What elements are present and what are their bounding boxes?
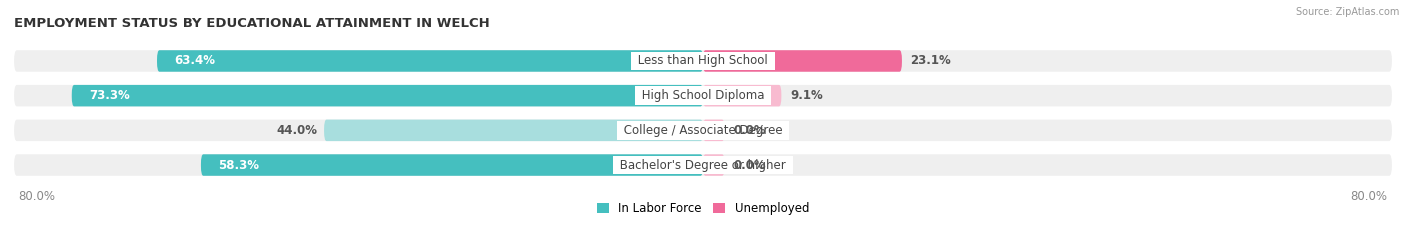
Text: 73.3%: 73.3% [89,89,129,102]
FancyBboxPatch shape [201,154,703,176]
FancyBboxPatch shape [72,85,703,106]
Text: 0.0%: 0.0% [733,158,766,171]
FancyBboxPatch shape [14,85,1392,106]
Text: Source: ZipAtlas.com: Source: ZipAtlas.com [1295,7,1399,17]
Text: 23.1%: 23.1% [911,55,952,68]
Text: College / Associate Degree: College / Associate Degree [620,124,786,137]
FancyBboxPatch shape [14,50,1392,72]
Text: 44.0%: 44.0% [276,124,318,137]
FancyBboxPatch shape [703,50,901,72]
FancyBboxPatch shape [157,50,703,72]
Text: 80.0%: 80.0% [18,190,55,203]
Text: 58.3%: 58.3% [218,158,259,171]
FancyBboxPatch shape [703,85,782,106]
Text: Bachelor's Degree or higher: Bachelor's Degree or higher [616,158,790,171]
Text: EMPLOYMENT STATUS BY EDUCATIONAL ATTAINMENT IN WELCH: EMPLOYMENT STATUS BY EDUCATIONAL ATTAINM… [14,17,489,30]
Text: Less than High School: Less than High School [634,55,772,68]
Text: High School Diploma: High School Diploma [638,89,768,102]
Text: 9.1%: 9.1% [790,89,823,102]
FancyBboxPatch shape [14,154,1392,176]
FancyBboxPatch shape [323,120,703,141]
FancyBboxPatch shape [14,120,1392,141]
FancyBboxPatch shape [703,120,724,141]
Legend: In Labor Force, Unemployed: In Labor Force, Unemployed [592,197,814,219]
Text: 80.0%: 80.0% [1351,190,1388,203]
Text: 63.4%: 63.4% [174,55,215,68]
Text: 0.0%: 0.0% [733,124,766,137]
FancyBboxPatch shape [703,154,724,176]
